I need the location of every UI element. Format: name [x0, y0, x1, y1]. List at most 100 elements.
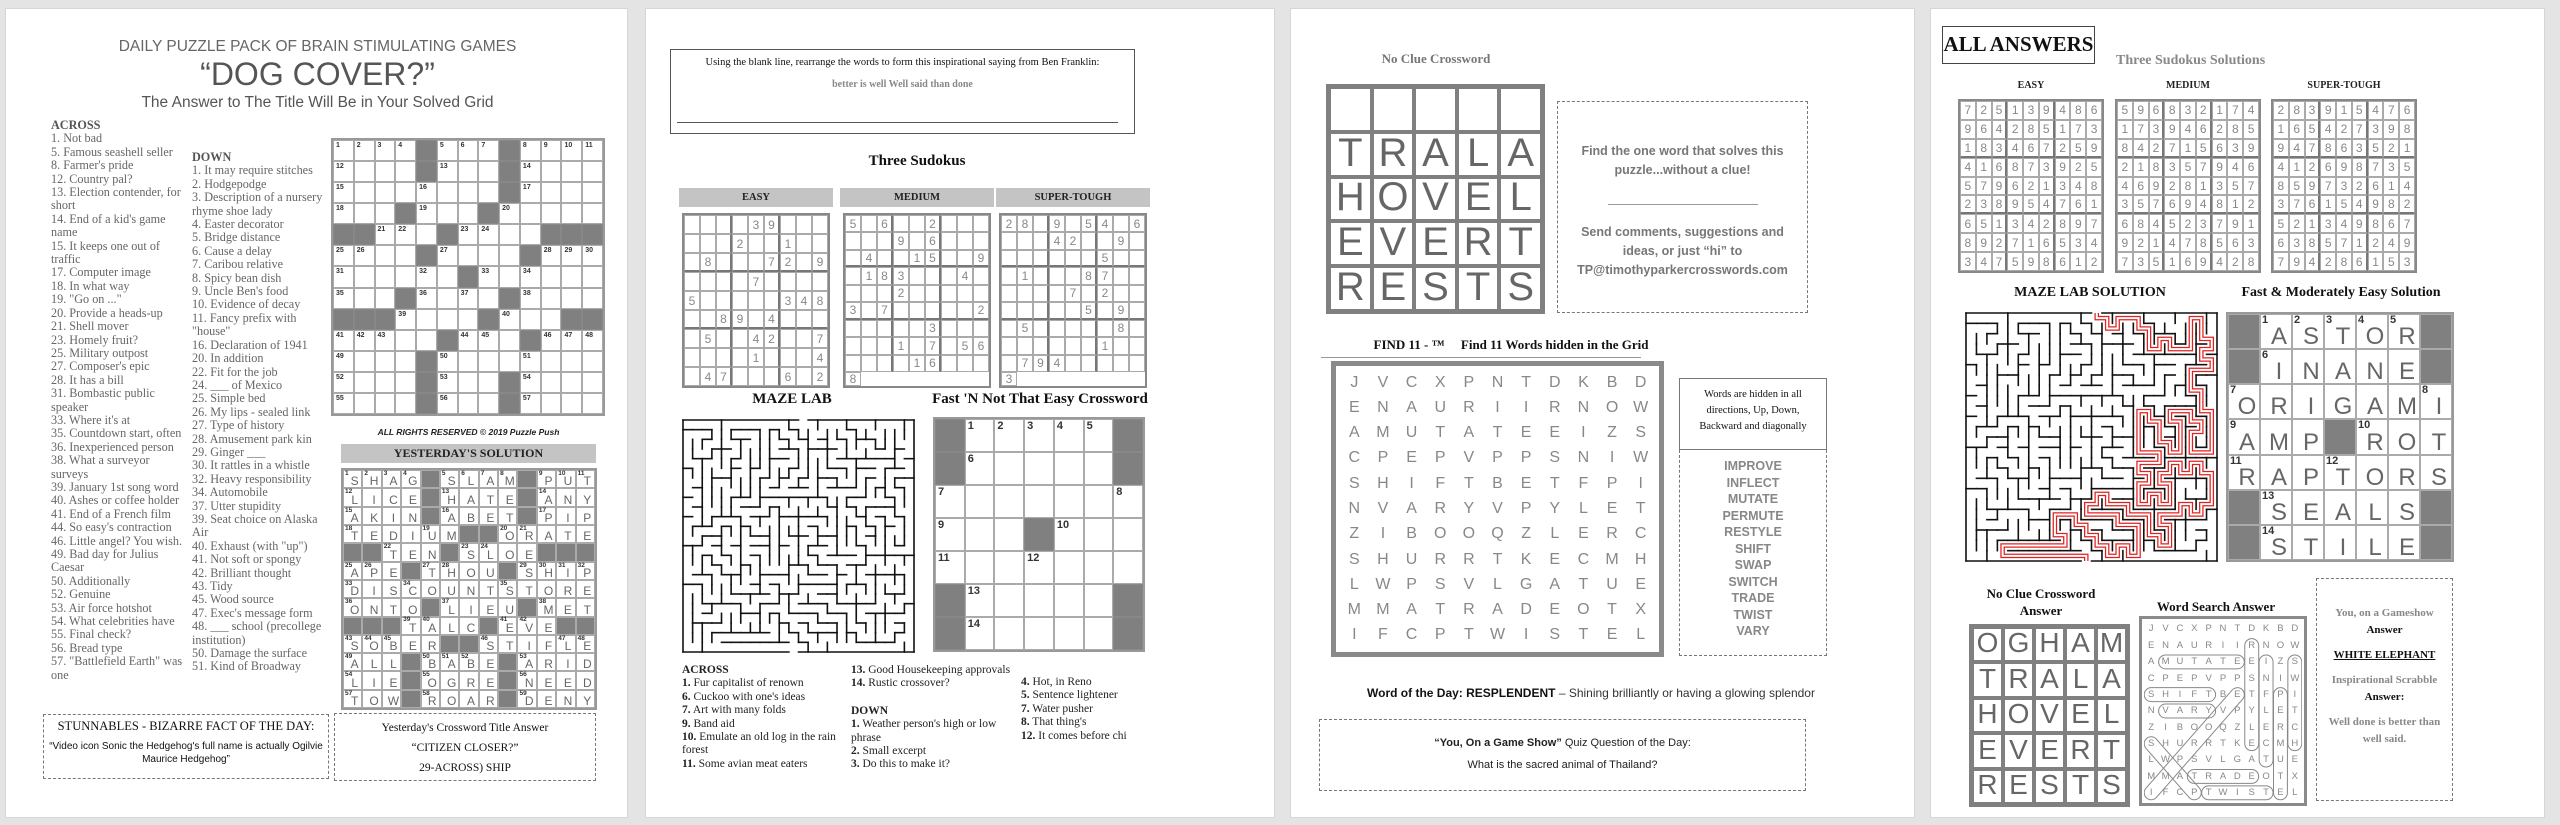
sudoku-cell[interactable]: 7	[716, 367, 732, 386]
grid-cell[interactable]	[395, 266, 417, 288]
sudoku-cell[interactable]: .	[748, 310, 764, 329]
grid-cell[interactable]	[994, 518, 1025, 551]
sudoku-cell[interactable]: 7	[748, 272, 764, 291]
grid-cell[interactable]	[478, 392, 500, 414]
sudoku-cell[interactable]: .	[796, 272, 812, 291]
grid-cell[interactable]: 34	[519, 266, 541, 288]
sudoku-cell[interactable]: .	[1113, 215, 1129, 233]
grid-cell[interactable]	[561, 392, 583, 414]
sudoku-cell[interactable]: 8	[1081, 267, 1097, 285]
sudoku-cell[interactable]: .	[812, 310, 828, 329]
sudoku-cell[interactable]: .	[925, 267, 941, 285]
sudoku-cell[interactable]: .	[764, 367, 780, 386]
sudoku-cell[interactable]: .	[1129, 232, 1145, 250]
sudoku-cell[interactable]: .	[877, 354, 893, 372]
sudoku-cell[interactable]: .	[941, 337, 957, 355]
sudoku-cell[interactable]: .	[1049, 249, 1065, 268]
sudoku-cell[interactable]: 6	[780, 367, 796, 386]
grid-cell[interactable]	[1024, 485, 1054, 518]
sudoku-cell[interactable]: .	[1081, 249, 1097, 268]
grid-cell[interactable]	[499, 245, 520, 267]
sudoku-cell[interactable]: .	[684, 367, 700, 386]
grid-cell[interactable]	[395, 161, 417, 183]
sudoku-cell[interactable]: .	[845, 337, 861, 355]
sudoku-cell[interactable]: .	[1065, 354, 1081, 372]
sudoku-cell[interactable]: .	[845, 232, 861, 250]
sudoku-cell[interactable]: 2	[893, 284, 909, 303]
grid-cell[interactable]	[561, 182, 583, 204]
grid-cell[interactable]	[1083, 452, 1114, 485]
sudoku-cell[interactable]: .	[1113, 284, 1129, 303]
sudoku-cell[interactable]: .	[796, 234, 812, 253]
sudoku-cell[interactable]: 2	[925, 215, 941, 233]
grid-cell[interactable]: 30	[582, 245, 603, 267]
sudoku-cell[interactable]: 8	[700, 253, 716, 272]
sudoku-cell[interactable]: .	[764, 348, 780, 367]
sudoku-cell[interactable]: .	[877, 232, 893, 250]
sudoku-cell[interactable]: .	[1001, 284, 1017, 303]
grid-cell[interactable]	[395, 182, 417, 204]
sudoku-cell[interactable]: .	[973, 284, 989, 303]
sudoku-cell[interactable]: .	[973, 319, 989, 338]
grid-cell[interactable]: 44	[457, 329, 479, 351]
grid-cell[interactable]	[395, 329, 417, 351]
sudoku-cell[interactable]: 4	[957, 267, 973, 285]
sudoku-cell[interactable]: .	[1049, 284, 1065, 303]
maze[interactable]	[682, 419, 915, 653]
sudoku-cell[interactable]: .	[861, 337, 877, 355]
grid-cell[interactable]: 20	[499, 203, 520, 225]
grid-cell[interactable]: 15	[333, 182, 354, 204]
grid-cell[interactable]	[540, 266, 562, 288]
sudoku-cell[interactable]: .	[845, 249, 861, 268]
sudoku-cell[interactable]: .	[796, 310, 812, 329]
grid-cell[interactable]: 51	[519, 350, 541, 372]
grid-cell[interactable]: 41	[333, 329, 354, 351]
sudoku-cell[interactable]: .	[1065, 319, 1081, 338]
sudoku-cell[interactable]: .	[1017, 337, 1033, 355]
grid-cell[interactable]	[374, 245, 396, 267]
sudoku-cell[interactable]: 9	[973, 249, 989, 268]
sudoku-cell[interactable]: .	[909, 284, 925, 303]
grid-cell[interactable]: 33	[478, 266, 500, 288]
sudoku-cell[interactable]: .	[1065, 215, 1081, 233]
sudoku-cell[interactable]: 2	[1065, 232, 1081, 250]
grid-cell[interactable]	[457, 245, 479, 267]
grid-cell[interactable]	[436, 287, 458, 309]
grid-cell[interactable]: 22	[395, 224, 417, 246]
grid-cell[interactable]	[353, 392, 375, 414]
grid-cell[interactable]	[964, 551, 995, 584]
grid-cell[interactable]: 38	[519, 287, 541, 309]
sudoku-cell[interactable]: .	[925, 284, 941, 303]
grid-cell[interactable]	[1083, 617, 1114, 650]
grid-cell[interactable]	[1113, 551, 1143, 584]
sudoku-cell[interactable]: 5	[957, 337, 973, 355]
grid-cell[interactable]: 47	[561, 329, 583, 351]
grid-cell[interactable]: 31	[333, 266, 354, 288]
sudoku-cell[interactable]: .	[700, 348, 716, 367]
grid-cell[interactable]: 14	[964, 617, 995, 650]
grid-cell[interactable]	[395, 245, 417, 267]
sudoku-cell[interactable]: .	[732, 253, 748, 272]
grid-cell[interactable]	[1053, 584, 1084, 617]
sudoku-cell[interactable]: .	[1113, 337, 1129, 355]
sudoku-cell[interactable]: .	[1065, 337, 1081, 355]
grid-cell[interactable]	[994, 617, 1025, 650]
grid-cell[interactable]: 39	[395, 308, 417, 330]
grid-cell[interactable]: 43	[374, 329, 396, 351]
grid-cell[interactable]: 50	[436, 350, 458, 372]
sudoku-cell[interactable]: .	[748, 291, 764, 310]
grid-cell[interactable]	[582, 350, 603, 372]
sudoku-cell[interactable]: .	[941, 215, 957, 233]
grid-cell[interactable]: 55	[333, 392, 354, 414]
grid-cell[interactable]	[395, 392, 417, 414]
sudoku-cell[interactable]: .	[796, 215, 812, 234]
sudoku-cell[interactable]: .	[893, 354, 909, 372]
grid-cell[interactable]: 40	[499, 308, 520, 330]
grid-cell[interactable]: 4	[1053, 419, 1084, 452]
grid-cell[interactable]	[457, 371, 479, 393]
grid-cell[interactable]	[582, 203, 603, 225]
sudoku-cell[interactable]: 5	[684, 291, 700, 310]
sudoku-cell[interactable]: .	[1033, 284, 1049, 303]
sudoku-cell[interactable]: 1	[909, 249, 925, 268]
sudoku-cell[interactable]: .	[893, 302, 909, 320]
